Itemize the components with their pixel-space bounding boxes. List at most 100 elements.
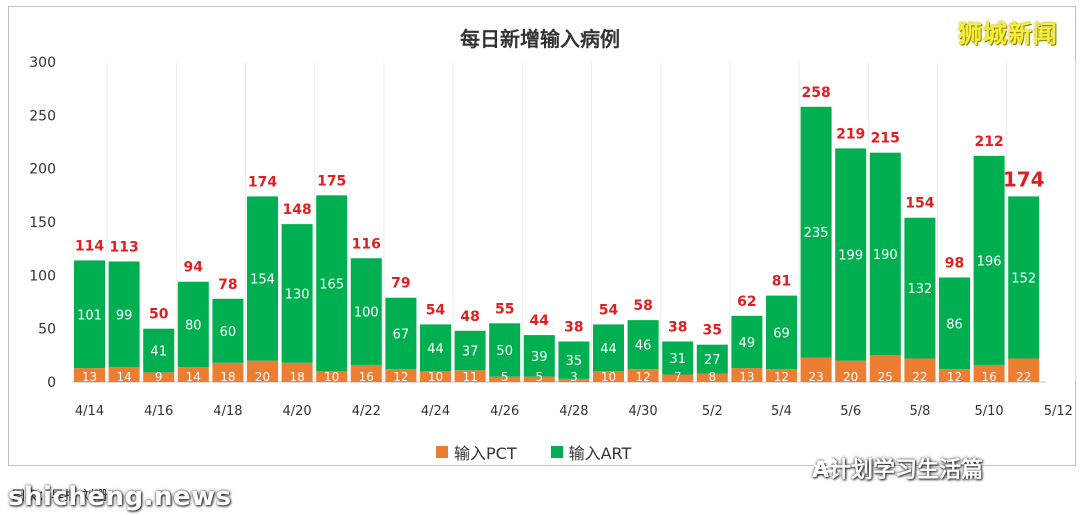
- bar-pct: [904, 358, 936, 382]
- legend-swatch-art: [550, 446, 563, 458]
- data-label-total: 54: [426, 302, 446, 318]
- data-label-art: 35: [566, 354, 583, 369]
- x-tick-label: 4/24: [421, 404, 450, 419]
- x-tick-label: 4/30: [628, 404, 657, 419]
- bars: 1310111414991139415014809418607820154174…: [74, 85, 1045, 384]
- bar-pct: [108, 367, 140, 382]
- bar-pct: [1008, 358, 1040, 382]
- y-tick-label: 150: [29, 215, 56, 231]
- data-label-total: 258: [801, 85, 830, 101]
- data-label-pct: 11: [462, 370, 477, 384]
- data-label-pct: 7: [674, 370, 682, 384]
- data-label-total: 98: [945, 255, 964, 271]
- data-label-total: 113: [109, 239, 138, 255]
- data-label-pct: 5: [501, 370, 509, 384]
- data-label-pct: 10: [428, 370, 443, 384]
- x-tick-label: 4/18: [213, 404, 242, 419]
- bar-art: [108, 261, 140, 368]
- data-label-pct: 14: [116, 370, 131, 384]
- data-label-total: 78: [218, 277, 237, 293]
- bar-art: [74, 260, 105, 369]
- wechat-watermark: A计划学习生活篇: [812, 452, 983, 484]
- data-label-total: 48: [460, 309, 479, 325]
- data-label-total: 148: [282, 202, 311, 218]
- data-label-total: 44: [530, 313, 550, 329]
- bar-art: [662, 341, 694, 375]
- data-label-total: 114: [75, 238, 104, 254]
- y-tick-label: 300: [29, 55, 56, 71]
- x-tick-label: 5/12: [1044, 404, 1073, 419]
- data-label-art: 130: [285, 287, 310, 302]
- data-label-pct: 14: [186, 370, 201, 384]
- bar-art: [627, 320, 659, 370]
- legend: 输入PCT 输入ART: [436, 440, 631, 464]
- bar-pct: [869, 355, 901, 382]
- data-label-total: 174: [248, 174, 277, 190]
- data-label-pct: 13: [82, 370, 97, 384]
- bar-pct: [247, 360, 278, 382]
- data-label-art: 39: [531, 350, 548, 365]
- data-label-art: 60: [220, 325, 237, 340]
- data-label-pct: 20: [843, 370, 858, 384]
- data-label-art: 50: [496, 344, 513, 359]
- x-axis: 4/14 4/16 4/18 4/20 4/22 4/24 4/26 4/28 4/30 5/2 5…: [75, 404, 1073, 419]
- bar-pct: [800, 357, 832, 382]
- data-label-art: 27: [704, 353, 721, 368]
- x-tick-label: 4/22: [352, 404, 381, 419]
- x-tick-label: 5/10: [974, 404, 1003, 419]
- data-label-total: 116: [352, 236, 381, 252]
- bar-pct: [766, 369, 797, 382]
- data-label-art: 46: [635, 339, 652, 354]
- data-label-art: 37: [462, 345, 479, 360]
- wechat-account-name: A计划学习生活篇: [812, 458, 984, 483]
- data-label-pct: 22: [1016, 370, 1031, 384]
- data-label-art: 101: [77, 308, 102, 323]
- bar-art: [143, 328, 175, 373]
- data-label-total: 175: [317, 173, 346, 189]
- data-label-pct: 25: [878, 370, 893, 384]
- bar-pct: [212, 362, 244, 382]
- legend-item-art: 输入ART: [550, 440, 631, 464]
- bar-pct: [627, 369, 659, 382]
- data-label-total: 58: [633, 298, 652, 314]
- bar-art: [316, 195, 348, 372]
- data-label-total: 174: [1003, 167, 1045, 191]
- data-label-pct: 16: [359, 370, 374, 384]
- data-label-total: 35: [703, 323, 722, 339]
- bar-pct: [420, 371, 451, 382]
- bar-art: [350, 258, 382, 365]
- data-label-pct: 9: [155, 370, 163, 384]
- data-label-total: 55: [495, 301, 514, 317]
- legend-item-pct: 输入PCT: [436, 440, 517, 464]
- bar-pct: [350, 364, 382, 382]
- data-label-art: 86: [946, 317, 963, 332]
- data-label-pct: 12: [393, 370, 408, 384]
- bar-art: [1008, 196, 1040, 359]
- bar-pct: [454, 370, 486, 382]
- data-label-total: 215: [871, 131, 900, 147]
- data-label-pct: 12: [947, 370, 962, 384]
- bar-pct: [316, 371, 348, 382]
- y-tick-label: 200: [29, 162, 56, 178]
- data-label-pct: 12: [774, 370, 789, 384]
- data-label-pct: 23: [808, 370, 823, 384]
- data-label-art: 154: [250, 273, 275, 288]
- bar-art: [177, 281, 209, 368]
- bar-art: [869, 152, 901, 356]
- bar-art: [212, 298, 244, 363]
- data-label-pct: 18: [289, 370, 304, 384]
- data-label-art: 99: [116, 308, 133, 323]
- data-label-total: 94: [184, 260, 204, 276]
- x-tick-label: 4/16: [144, 404, 173, 419]
- data-label-pct: 10: [324, 370, 339, 384]
- bar-art: [281, 224, 313, 363]
- chart-title: 每日新增输入病例: [460, 27, 620, 51]
- data-label-pct: 12: [635, 370, 650, 384]
- bar-pct: [143, 372, 175, 382]
- bar-art: [247, 196, 278, 361]
- data-label-pct: 20: [255, 370, 270, 384]
- x-tick-label: 5/4: [771, 404, 792, 419]
- bar-art: [593, 324, 624, 372]
- bar-art: [558, 341, 590, 379]
